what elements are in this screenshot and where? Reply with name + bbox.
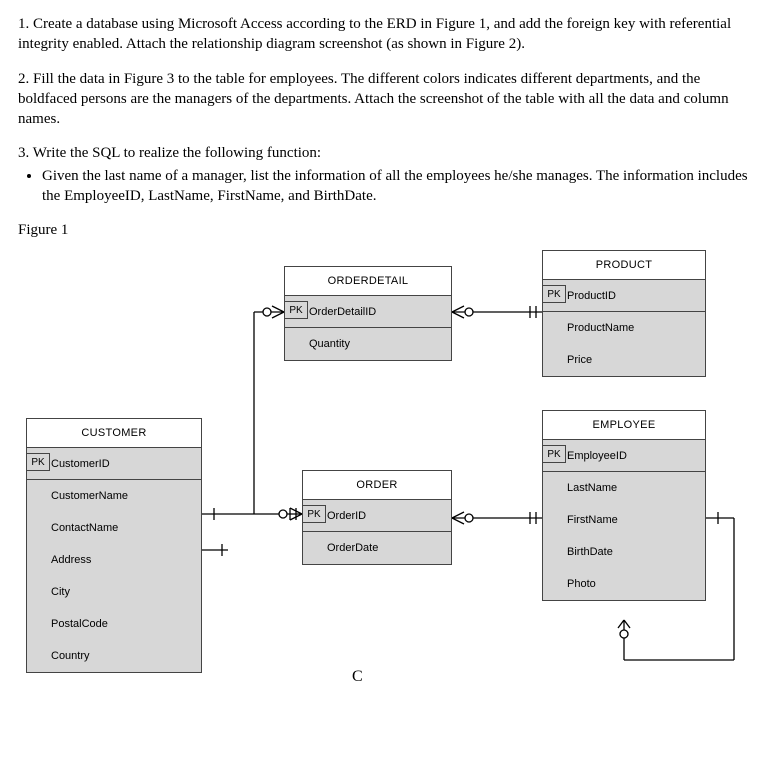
entity-order-title: ORDER — [303, 471, 451, 500]
attr-label: Country — [33, 650, 201, 662]
attr-label: EmployeeID — [549, 450, 705, 462]
attr-label: Quantity — [291, 338, 451, 350]
entity-order: ORDER PK OrderID OrderDate — [302, 470, 452, 565]
question-2: 2. Fill the data in Figure 3 to the tabl… — [18, 69, 750, 130]
erd-diagram: CUSTOMER PK CustomerID CustomerName Cont… — [18, 250, 750, 690]
attr-label: Address — [33, 554, 201, 566]
attr-label: Price — [549, 354, 705, 366]
attr-label: BirthDate — [549, 546, 705, 558]
attr-label: ProductID — [549, 290, 705, 302]
question-1: 1. Create a database using Microsoft Acc… — [18, 14, 750, 55]
attr-label: Photo — [549, 578, 705, 590]
attr-label: City — [33, 586, 201, 598]
entity-customer-title: CUSTOMER — [27, 419, 201, 448]
question-3-bullet: Given the last name of a manager, list t… — [42, 166, 750, 207]
attr-label: CustomerName — [33, 490, 201, 502]
entity-employee-title: EMPLOYEE — [543, 411, 705, 440]
pk-tag: PK — [542, 445, 566, 463]
entity-customer: CUSTOMER PK CustomerID CustomerName Cont… — [26, 418, 202, 673]
attr-label: PostalCode — [33, 618, 201, 630]
pk-tag: PK — [542, 285, 566, 303]
entity-product: PRODUCT PK ProductID ProductName Price — [542, 250, 706, 377]
pk-tag: PK — [302, 505, 326, 523]
entity-orderdetail: ORDERDETAIL PK OrderDetailID Quantity — [284, 266, 452, 361]
question-3-list: Given the last name of a manager, list t… — [18, 166, 750, 207]
entity-product-title: PRODUCT — [543, 251, 705, 280]
footer-c: C — [352, 668, 363, 686]
attr-label: OrderDetailID — [291, 306, 451, 318]
entity-employee: EMPLOYEE PK EmployeeID LastName FirstNam… — [542, 410, 706, 601]
attr-label: OrderDate — [309, 542, 451, 554]
figure-1-label: Figure 1 — [18, 220, 750, 240]
attr-label: ProductName — [549, 322, 705, 334]
pk-tag: PK — [284, 301, 308, 319]
pk-tag: PK — [26, 453, 50, 471]
question-3-intro: 3. Write the SQL to realize the followin… — [18, 143, 750, 163]
attr-label: CustomerID — [33, 458, 201, 470]
attr-label: ContactName — [33, 522, 201, 534]
entity-orderdetail-title: ORDERDETAIL — [285, 267, 451, 296]
attr-label: LastName — [549, 482, 705, 494]
attr-label: FirstName — [549, 514, 705, 526]
attr-label: OrderID — [309, 510, 451, 522]
